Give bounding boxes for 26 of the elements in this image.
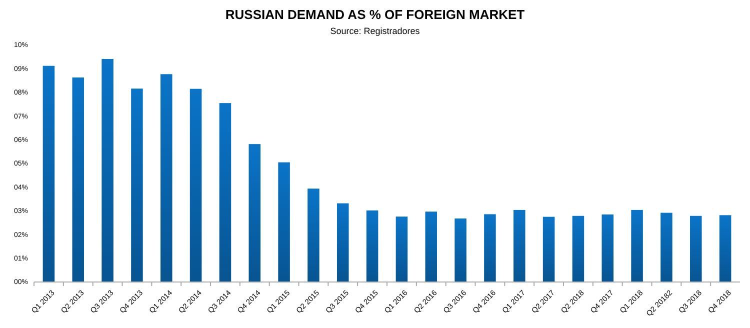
- bar: [602, 214, 614, 282]
- bar: [396, 216, 408, 282]
- chart-subtitle: Source: Registradores: [330, 26, 420, 36]
- bar: [72, 77, 84, 282]
- bar: [513, 210, 526, 282]
- bar: [248, 144, 261, 282]
- bar: [219, 103, 232, 282]
- bar: [102, 58, 114, 282]
- bar: [454, 218, 466, 282]
- bar: [336, 203, 349, 282]
- bar: [572, 216, 584, 282]
- bar: [719, 215, 732, 282]
- bar: [160, 74, 172, 282]
- bar: [278, 162, 290, 282]
- bar: [660, 212, 672, 282]
- bar: [190, 88, 202, 282]
- bar: [425, 212, 438, 282]
- bar: [484, 214, 496, 282]
- bar: [542, 216, 555, 282]
- bar: [631, 210, 643, 282]
- bar: [366, 210, 378, 282]
- bar: [690, 216, 702, 282]
- chart-title: RUSSIAN DEMAND AS % OF FOREIGN MARKET: [225, 7, 525, 22]
- bar: [131, 88, 143, 282]
- bar: [308, 188, 320, 282]
- bar: [42, 66, 55, 282]
